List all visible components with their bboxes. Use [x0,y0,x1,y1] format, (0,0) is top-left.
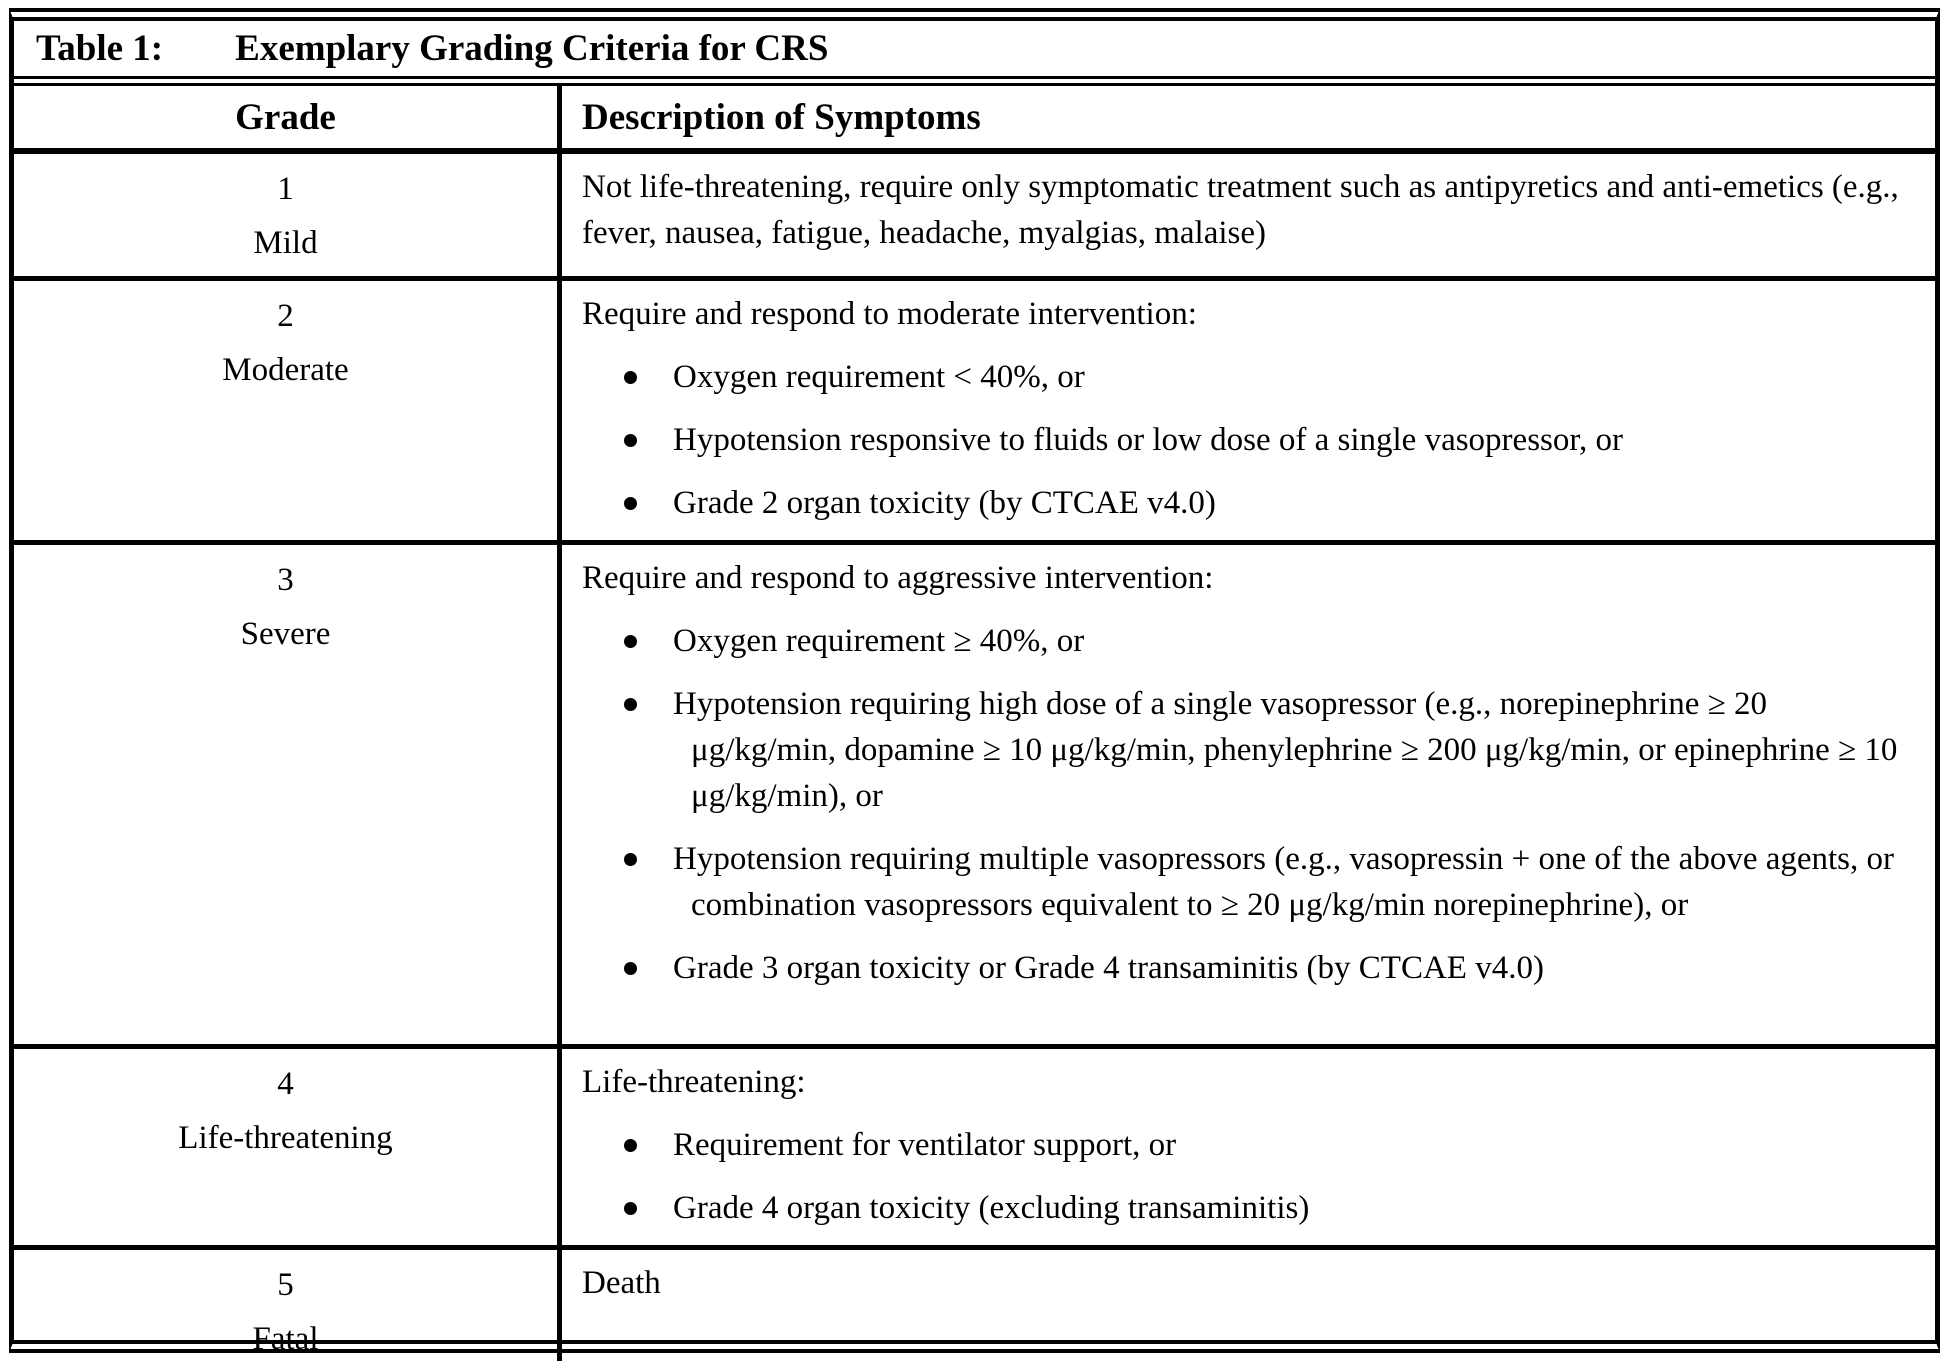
bullet-text: Requirement for ventilator support, or [673,1127,1177,1163]
table-row-grade-1: 1 Mild Not life-threatening, require onl… [14,154,1935,281]
description-cell: Require and respond to aggressive interv… [562,545,1935,1044]
bullet-text: Grade 4 organ toxicity (excluding transa… [673,1190,1310,1226]
description-intro: Require and respond to aggressive interv… [582,560,1214,596]
grade-number: 5 [277,1267,294,1303]
bullet-icon [624,371,637,384]
grade-cell: 2 Moderate [14,281,562,540]
description-cell: Not life-threatening, require only sympt… [562,154,1935,276]
bullet-icon [624,434,637,447]
bullet-item: Hypotension requiring multiple vasopress… [582,836,1917,928]
grade-column-header: Grade [14,86,562,148]
grade-label: Life-threatening [178,1120,393,1156]
bullet-icon [624,497,637,510]
bullet-text: Oxygen requirement < 40%, or [673,359,1085,395]
table-title: Table 1: Exemplary Grading Criteria for … [14,21,1935,86]
grade-label: Moderate [222,352,349,388]
table-row-grade-4: 4 Life-threatening Life-threatening: Req… [14,1049,1935,1250]
grade-number: 3 [277,562,294,598]
bullet-text: Oxygen requirement ≥ 40%, or [673,623,1085,659]
bullet-item: Oxygen requirement ≥ 40%, or [582,618,1917,664]
bullet-icon [624,1139,637,1152]
grade-number: 1 [277,171,294,207]
bullet-icon [624,698,637,711]
grade-cell: 4 Life-threatening [14,1049,562,1245]
bullet-item: Grade 2 organ toxicity (by CTCAE v4.0) [582,480,1917,526]
bullet-item: Requirement for ventilator support, or [582,1122,1917,1168]
bullet-icon [624,1202,637,1215]
bullet-text: Grade 2 organ toxicity (by CTCAE v4.0) [673,485,1216,521]
grade-label: Mild [253,225,318,261]
grade-cell: 1 Mild [14,154,562,276]
bullet-item: Hypotension requiring high dose of a sin… [582,681,1917,819]
bullet-text: Hypotension requiring high dose of a sin… [673,686,1898,814]
description-cell: Life-threatening: Requirement for ventil… [562,1049,1935,1245]
bullet-text: Hypotension requiring multiple vasopress… [673,841,1895,923]
bullet-icon [624,635,637,648]
description-text: Not life-threatening, require only sympt… [582,169,1899,251]
bullet-item: Hypotension responsive to fluids or low … [582,417,1917,463]
crs-grading-table: Table 1: Exemplary Grading Criteria for … [9,8,1940,1361]
bullet-icon [624,853,637,866]
table-title-text: Exemplary Grading Criteria for CRS [235,28,829,69]
grade-cell: 5 Fatal [14,1250,562,1361]
table-row-grade-5: 5 Fatal Death [14,1250,1935,1361]
description-cell: Death [562,1250,1935,1361]
bullet-icon [624,962,637,975]
bullet-item: Grade 4 organ toxicity (excluding transa… [582,1185,1917,1231]
description-column-header: Description of Symptoms [582,96,981,138]
description-cell: Require and respond to moderate interven… [562,281,1935,540]
grade-cell: 3 Severe [14,545,562,1044]
grade-label: Severe [240,616,331,652]
table-header-row: Grade Description of Symptoms [14,86,1935,154]
bullet-text: Hypotension responsive to fluids or low … [673,422,1624,458]
description-intro: Life-threatening: [582,1064,806,1100]
table-number-label: Table 1: [36,28,164,69]
bullet-item: Oxygen requirement < 40%, or [582,354,1917,400]
bullet-item: Grade 3 organ toxicity or Grade 4 transa… [582,945,1917,991]
table-row-grade-3: 3 Severe Require and respond to aggressi… [14,545,1935,1049]
grade-number: 2 [277,298,294,334]
description-text: Death [582,1265,661,1301]
grade-number: 4 [277,1066,294,1102]
grade-label: Fatal [252,1321,319,1357]
description-intro: Require and respond to moderate interven… [582,296,1197,332]
bullet-text: Grade 3 organ toxicity or Grade 4 transa… [673,950,1544,986]
table-row-grade-2: 2 Moderate Require and respond to modera… [14,281,1935,545]
